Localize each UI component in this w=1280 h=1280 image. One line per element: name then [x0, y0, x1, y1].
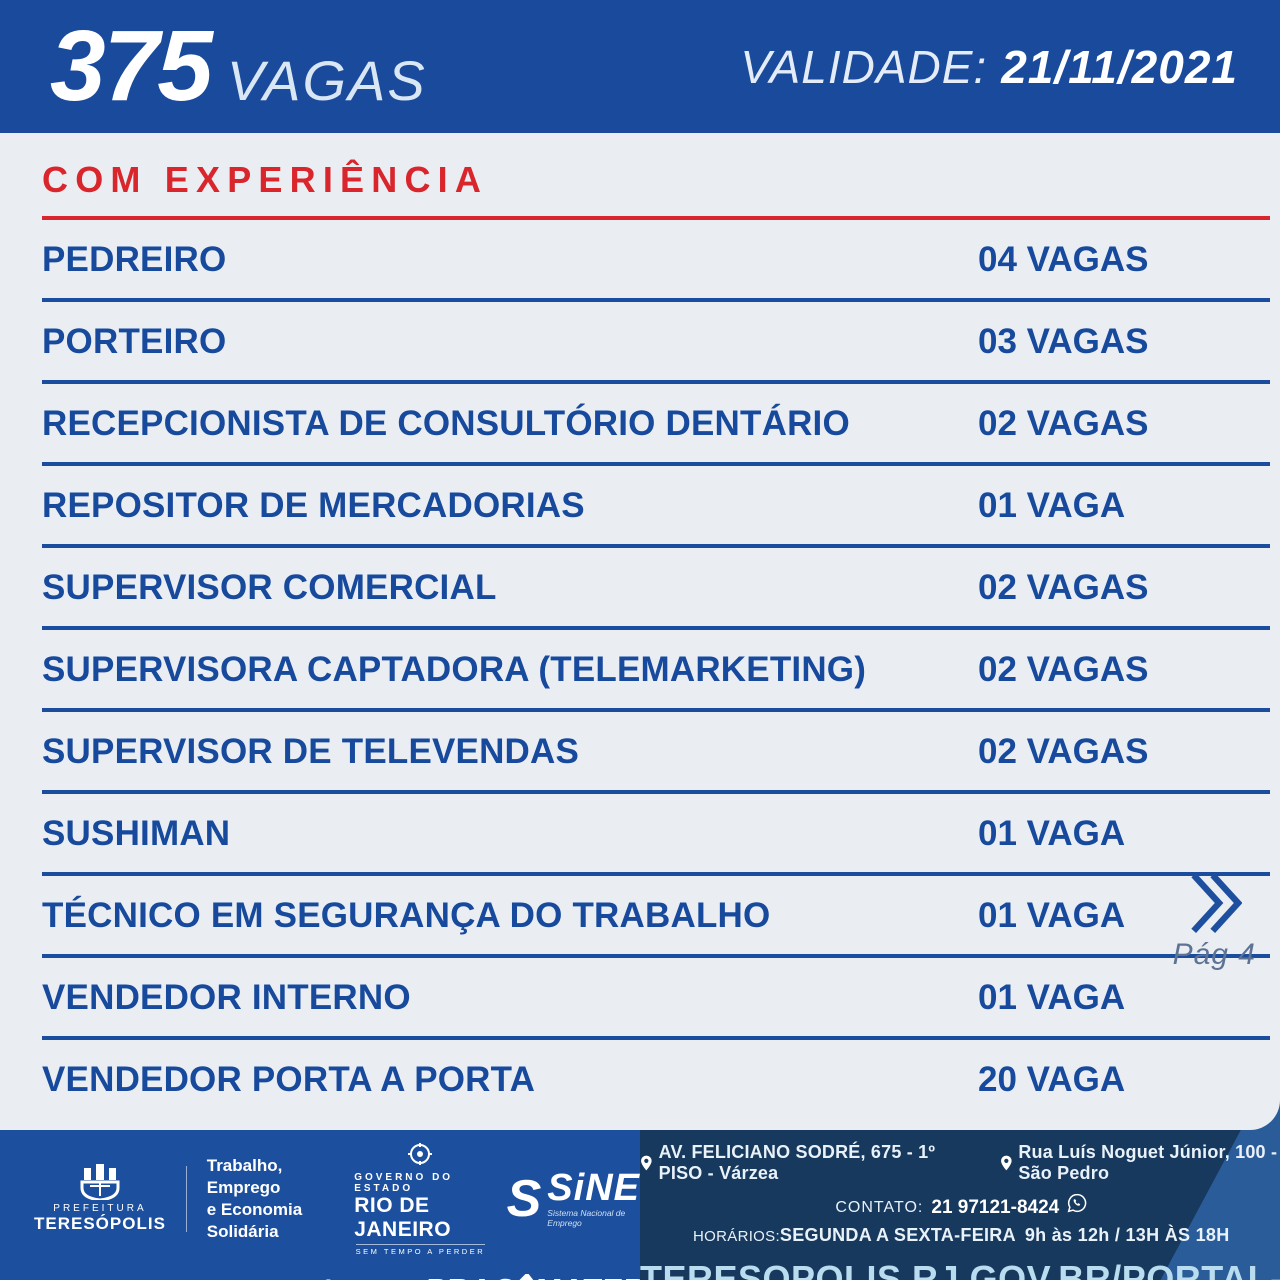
job-list: PEDREIRO 04 VAGAS PORTEIRO 03 VAGAS RECE… — [42, 220, 1270, 1118]
contact-label: CONTATO: — [835, 1199, 924, 1216]
job-title: SUPERVISORA CAPTADORA (TELEMARKETING) — [42, 650, 867, 689]
portal-url[interactable]: TERESOPOLIS.RJ.GOV.BR/PORTAL-DO-TRABALHA… — [640, 1258, 1280, 1280]
job-row: PORTEIRO 03 VAGAS — [42, 302, 1270, 384]
header-banner: 375 VAGAS VALIDADE: 21/11/2021 — [0, 0, 1280, 133]
secretaria-line3: Solidária — [206, 1222, 279, 1242]
hours-time: 9h às 12h / 13H ÀS 18H — [1024, 1225, 1230, 1245]
governo-estado-label: GOVERNO DO ESTADO — [354, 1172, 454, 1194]
sine-logo: S SiNE Sistema Nacional de Emprego — [506, 1166, 640, 1229]
job-vacancy-count: 01 VAGA — [978, 895, 1126, 935]
job-row: VENDEDOR INTERNO 01 VAGA — [42, 958, 1270, 1040]
pagination[interactable]: Pág 4 — [1173, 870, 1256, 972]
job-row: TÉCNICO EM SEGURANÇA DO TRABALHO 01 VAGA — [42, 876, 1270, 958]
job-vacancy-count: 02 VAGAS — [978, 731, 1149, 771]
job-vacancy-count: 01 VAGA — [978, 485, 1126, 525]
footer-logos: PREFEITURA TERESÓPOLIS Trabalho, Emprego… — [0, 1100, 668, 1280]
job-title: SUSHIMAN — [42, 814, 231, 853]
validity-label: VALIDADE: — [740, 40, 988, 93]
pracimatere-logo: PRAC MATERÊ — [427, 1272, 668, 1280]
address-1: AV. FELICIANO SODRÉ, 675 - 1º PISO - Vár… — [640, 1142, 958, 1184]
pracimatere-part2: MATERÊ — [536, 1272, 668, 1280]
validity-date: 21/11/2021 — [1001, 40, 1238, 93]
hours-label: HORÁRIOS: — [693, 1228, 780, 1245]
hours-days: SEGUNDA A SEXTA-FEIRA — [779, 1225, 1016, 1245]
vacancy-count-label: VAGAS — [226, 49, 427, 112]
job-vacancy-count: 01 VAGA — [978, 977, 1126, 1017]
job-title: TÉCNICO EM SEGURANÇA DO TRABALHO — [42, 896, 771, 935]
job-title: REPOSITOR DE MERCADORIAS — [42, 486, 585, 525]
contact[interactable]: CONTATO: 21 97121-8424 — [835, 1193, 1087, 1219]
teresopolis-label: TERESÓPOLIS — [34, 1214, 166, 1233]
whatsapp-icon — [1067, 1193, 1087, 1213]
job-title: VENDEDOR PORTA A PORTA — [42, 1060, 536, 1099]
double-chevron-right-icon[interactable] — [1186, 870, 1243, 936]
job-row: SUPERVISORA CAPTADORA (TELEMARKETING) 02… — [42, 630, 1270, 712]
rio-de-janeiro-crest-icon — [408, 1143, 433, 1165]
footer: PREFEITURA TERESÓPOLIS Trabalho, Emprego… — [0, 1100, 1280, 1280]
job-title: SUPERVISOR DE TELEVENDAS — [42, 732, 580, 771]
job-vacancy-count: 02 VAGAS — [978, 567, 1149, 607]
vacancy-count: 375 — [50, 10, 213, 122]
secretaria-label: Trabalho, Emprego e Economia Solidária — [207, 1155, 334, 1243]
job-row: SUPERVISOR COMERCIAL 02 VAGAS — [42, 548, 1270, 630]
secretaria-line2: e Economia — [206, 1200, 303, 1219]
job-row: REPOSITOR DE MERCADORIAS 01 VAGA — [42, 466, 1270, 548]
job-vacancy-count: 03 VAGAS — [978, 321, 1149, 361]
job-row: SUSHIMAN 01 VAGA — [42, 794, 1270, 876]
hours: HORÁRIOS:SEGUNDA A SEXTA-FEIRA 9h às 12h… — [693, 1225, 1230, 1246]
prefeitura-teresopolis-logo: PREFEITURA TERESÓPOLIS — [34, 1164, 166, 1234]
job-title: RECEPCIONISTA DE CONSULTÓRIO DENTÁRIO — [42, 404, 850, 443]
job-vacancy-count: 20 VAGA — [978, 1059, 1126, 1099]
vacancy-total: 375 VAGAS — [50, 10, 427, 122]
section-title: COM EXPERIÊNCIA — [42, 159, 1270, 220]
governo-rj-logo: GOVERNO DO ESTADO RIO DE JANEIRO SEM TEM… — [354, 1142, 486, 1256]
job-row: VENDEDOR PORTA A PORTA 20 VAGA — [42, 1040, 1270, 1118]
location-pin-icon — [641, 1155, 652, 1171]
page-number-label: Pág 4 — [1172, 938, 1256, 971]
footer-divider — [185, 1166, 187, 1232]
address-2: Rua Luís Noguet Júnior, 100 - São Pedro — [1000, 1142, 1280, 1184]
prefeitura-label: PREFEITURA — [53, 1203, 147, 1214]
sine-subtitle: Sistema Nacional de Emprego — [547, 1208, 626, 1229]
job-vacancy-count: 02 VAGAS — [978, 403, 1149, 443]
footer-contact: AV. FELICIANO SODRÉ, 675 - 1º PISO - Vár… — [640, 1100, 1280, 1280]
job-title: PEDREIRO — [42, 240, 227, 279]
job-row: SUPERVISOR DE TELEVENDAS 02 VAGAS — [42, 712, 1270, 794]
job-row: RECEPCIONISTA DE CONSULTÓRIO DENTÁRIO 02… — [42, 384, 1270, 466]
validity: VALIDADE: 21/11/2021 — [740, 40, 1238, 94]
job-vacancy-count: 04 VAGAS — [978, 239, 1149, 279]
job-title: SUPERVISOR COMERCIAL — [42, 568, 497, 607]
job-listing-panel: COM EXPERIÊNCIA PEDREIRO 04 VAGAS PORTEI… — [0, 133, 1280, 1130]
location-pin-icon — [1000, 1155, 1012, 1171]
secretaria-line1: Trabalho, Emprego — [206, 1155, 283, 1197]
address-1-text: AV. FELICIANO SODRÉ, 675 - 1º PISO - Vár… — [658, 1142, 936, 1183]
contact-number: 21 97121-8424 — [931, 1197, 1060, 1218]
sine-logo-icon: S — [506, 1169, 542, 1228]
job-vacancy-count: 02 VAGAS — [978, 649, 1149, 689]
teresopolis-crest-icon — [80, 1164, 120, 1200]
sine-name: SiNE — [547, 1166, 640, 1209]
slogan-label: SEM TEMPO A PERDER — [355, 1244, 486, 1256]
job-row: PEDREIRO 04 VAGAS — [42, 220, 1270, 302]
pracimatere-part1: PRAC — [427, 1272, 517, 1280]
address-2-text: Rua Luís Noguet Júnior, 100 - São Pedro — [1018, 1142, 1278, 1183]
rio-de-janeiro-label: RIO DE JANEIRO — [354, 1194, 452, 1241]
up-arrow-icon — [519, 1274, 534, 1280]
job-title: VENDEDOR INTERNO — [42, 978, 411, 1017]
job-vacancy-count: 01 VAGA — [978, 813, 1126, 853]
job-title: PORTEIRO — [42, 322, 227, 361]
